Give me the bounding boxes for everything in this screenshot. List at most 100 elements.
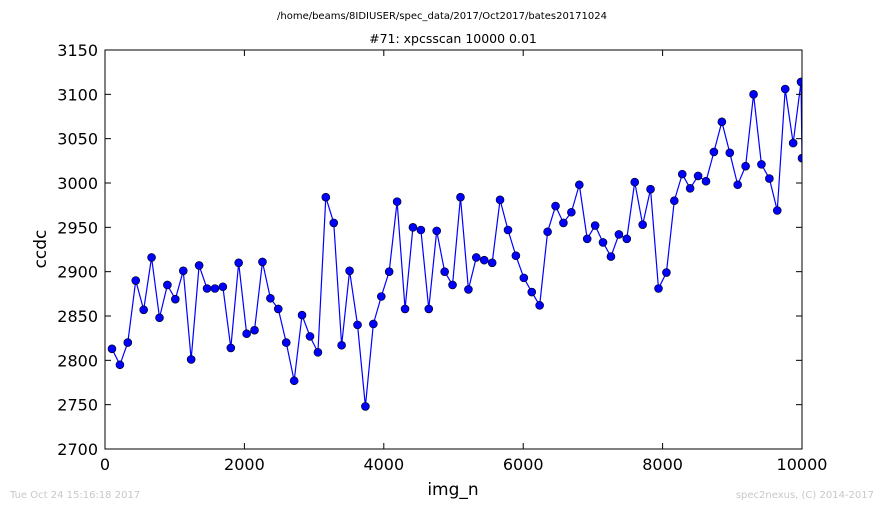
data-point [693,171,703,181]
plot-frame [104,49,803,450]
y-tick-label: 3100 [57,85,98,104]
y-tick-label: 2850 [57,307,98,326]
data-point [155,313,164,323]
data-point [780,84,790,94]
data-point [709,147,719,157]
data-point [392,197,402,206]
data-point [749,90,758,99]
data-point [321,192,331,202]
ticks-layer: 0 2000 4000 6000 8000 10000 2700 2750 2800 2850 29… [57,41,827,474]
series-line [111,81,802,407]
chart-suptitle: /home/beams/8IDIUSER/spec_data/2017/Oct2… [277,11,607,22]
footer-credit: spec2nexus, (C) 2014-2017 [736,490,874,501]
data-point [796,77,802,87]
y-tick-label: 2900 [57,263,98,282]
data-point [432,226,442,236]
data-point [416,225,426,235]
y-tick-label: 3150 [57,41,98,60]
y-tick-label: 3000 [57,174,98,193]
data-point [765,174,774,183]
data-point [741,161,750,171]
data-point [725,148,735,158]
data-point [630,177,640,187]
y-axis-label: ccdc [31,230,51,269]
data-point [622,234,632,244]
data-point [527,287,537,297]
data-point [654,284,663,293]
data-point [638,220,647,229]
data-point [487,258,497,268]
data-point [440,267,449,276]
data-point [543,227,552,237]
data-point [194,261,204,270]
data-point [519,273,529,283]
data-point [115,360,125,370]
data-point [297,310,307,320]
y-tick-label: 2800 [57,351,98,370]
data-point [772,206,782,215]
data-point [670,196,679,206]
x-axis-label: img_n [427,480,478,500]
data-point [123,338,133,347]
data-point [471,253,481,262]
data-point [210,284,220,293]
data-point [384,267,394,276]
data-point [329,218,339,228]
data-point [218,282,228,292]
data-point [202,284,212,293]
data-point [511,251,521,261]
data-point [376,292,386,301]
x-tick-label: 0 [100,455,110,474]
data-point [701,176,711,186]
y-tick-label: 2750 [57,396,98,415]
data-point [448,280,457,290]
x-tick-label: 6000 [503,455,544,474]
data-point [178,266,188,276]
data-point [582,234,592,244]
data-point [107,344,117,354]
data-point [590,221,600,230]
data-point [456,192,465,202]
data-point [788,138,798,148]
data-point [361,402,370,411]
data-point [250,325,259,335]
data-point [606,252,616,261]
data-point [733,180,742,190]
data-point [226,343,236,353]
data-point [313,348,323,357]
series-layer [107,77,802,411]
data-point [535,301,544,310]
data-point [495,195,505,205]
y-tick-label: 2950 [57,218,98,237]
x-tick-label: 10000 [777,455,828,474]
data-point [559,218,568,228]
data-point [551,201,560,211]
y-tick-label: 3050 [57,130,98,149]
data-point [464,285,473,294]
y-tick-label: 2700 [57,440,98,459]
data-point [163,280,172,290]
data-point [614,230,624,239]
data-point [131,276,141,285]
data-point [305,332,315,341]
data-point [408,223,418,232]
data-point [400,304,410,314]
data-point [424,304,434,314]
data-point [281,338,291,347]
data-point [345,266,354,276]
data-point [337,340,346,350]
data-point [186,355,196,364]
data-point [353,320,362,330]
x-tick-label: 4000 [363,455,404,474]
data-point [757,160,766,169]
plot-area: 0 2000 4000 6000 8000 10000 2700 2750 2800 2850 29… [57,41,827,474]
data-point [147,253,156,262]
data-point [234,258,243,268]
data-point [677,169,687,179]
data-point [567,207,576,217]
footer-timestamp: Tue Oct 24 15:16:18 2017 [9,490,140,501]
data-point [598,238,608,247]
data-point [273,304,283,314]
data-point [685,184,695,193]
